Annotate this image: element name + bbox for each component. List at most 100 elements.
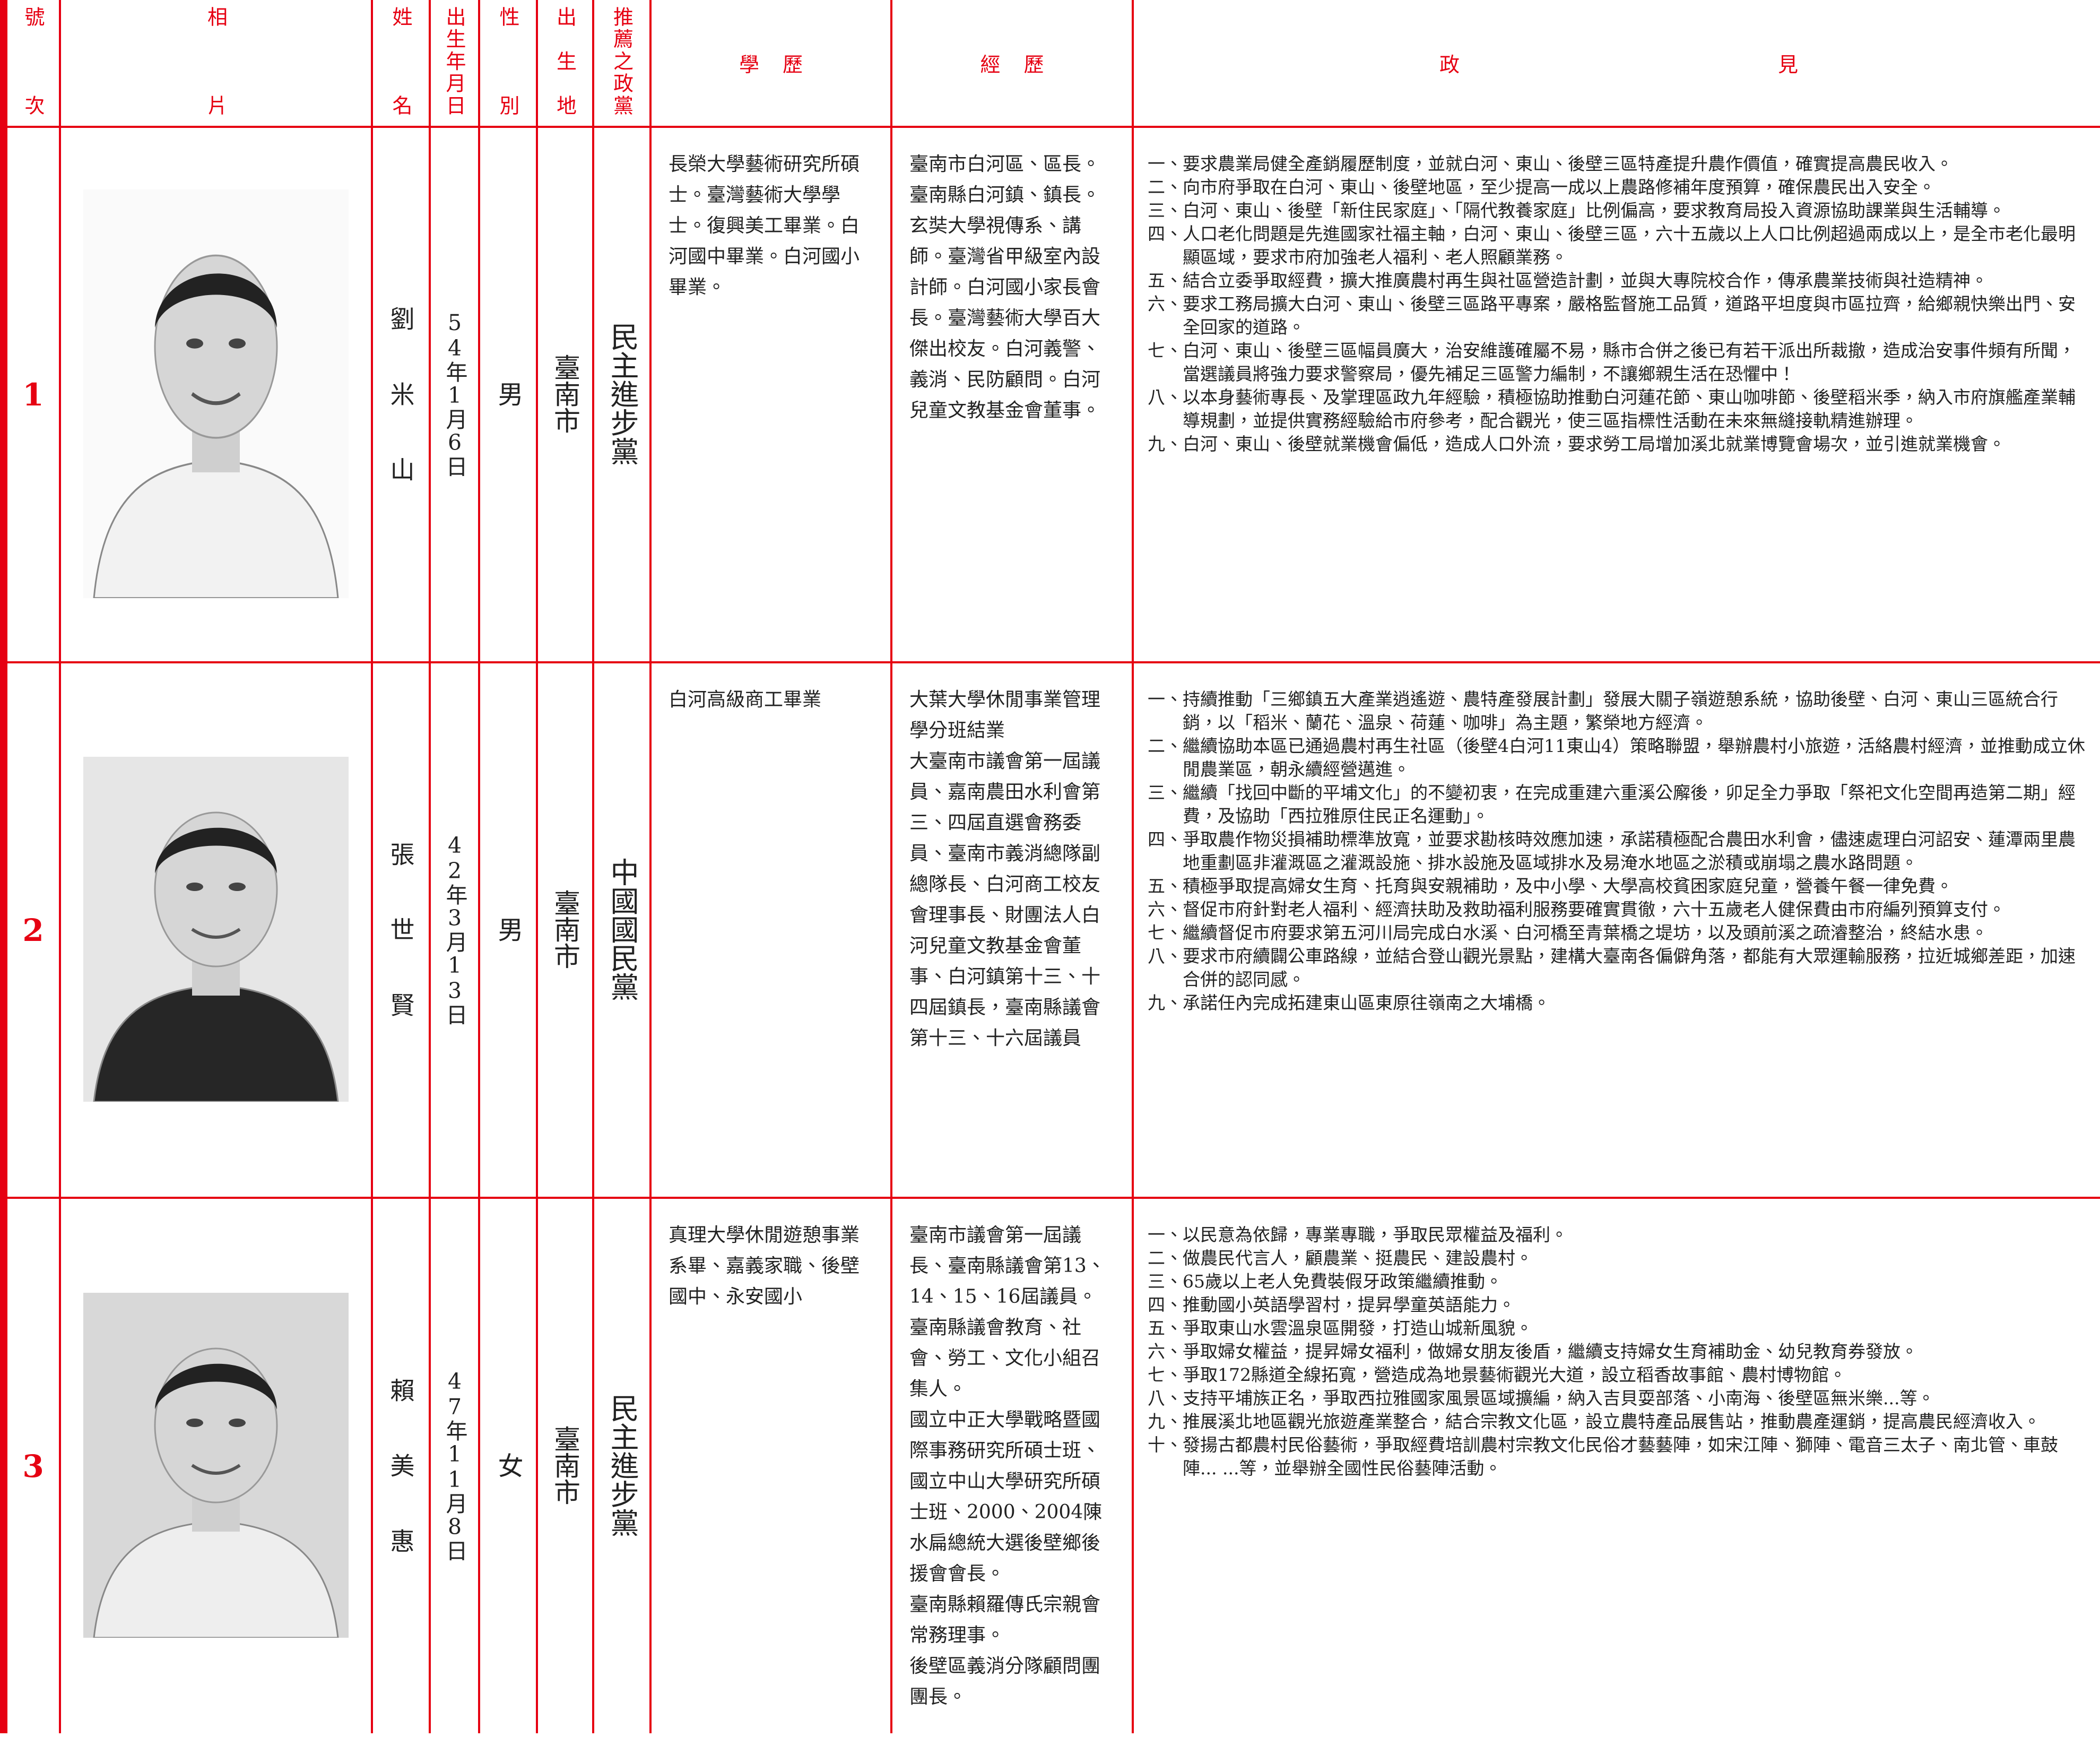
cell: 中國國民黨 (592, 661, 652, 1199)
policy-item: 五、積極爭取提高婦女生育、托育與安親補助，及中小學、大學高校貧困家庭兒童，營養午… (1148, 876, 1953, 896)
policy-item: 三、繼續「找回中斷的平埔文化」的不變初衷，在完成重建六重溪公廨後，卯足全力爭取「… (1148, 782, 2076, 826)
header-number: 號次 (21, 6, 45, 115)
cell: 大葉大學休閒事業管理學分班結業大臺南市議會第一屆議員、嘉南農田水利會第三、四屆直… (890, 661, 1134, 1199)
cell: 54年1月6日 (429, 126, 480, 663)
cell: 1 (0, 126, 61, 663)
header-cell: 政見 (1132, 0, 2100, 128)
cell: 長榮大學藝術研究所碩士。臺灣藝術大學學士。復興美工畢業。白河國中畢業。白河國小畢… (649, 126, 892, 663)
policy-item: 七、白河、東山、後壁三區幅員廣大，治安維護確屬不易，縣市合併之後已有若干派出所裁… (1148, 340, 2076, 384)
candidate-number: 1 (22, 376, 44, 413)
birthplace: 臺南市 (550, 353, 580, 434)
cell: 男 (478, 661, 538, 1199)
policy-item: 三、65歲以上老人免費裝假牙政策繼續推動。 (1148, 1271, 1503, 1292)
policy-item: 九、承諾任內完成拓建東山區東原往嶺南之大埔橋。 (1148, 992, 1550, 1013)
candidate-number: 3 (22, 1448, 44, 1484)
cell: 民主進步黨 (592, 1197, 652, 1733)
header-cell: 經歷 (890, 0, 1134, 128)
header-birth: 出生年月日 (442, 6, 466, 115)
experience-item: 大臺南市議會第一屆議員、嘉南農田水利會第三、四屆直選會務委員、臺南市義消總隊副總… (909, 750, 1101, 1049)
candidate-name: 張世賢 (386, 841, 415, 1017)
header-cell: 姓名 (371, 0, 431, 128)
policy-item: 十、發揚古都農村民俗藝術，爭取經費培訓農村宗教文化民俗才藝藝陣，如宋江陣、獅陣、… (1148, 1434, 2058, 1479)
header-cell: 出生年月日 (429, 0, 480, 128)
cell: 47年11月8日 (429, 1197, 480, 1733)
policy-item: 八、要求市府續闢公車路線，並結合登山觀光景點，建構大臺南各偏僻角落，都能有大眾運… (1148, 946, 2076, 990)
header-photo: 相片 (204, 6, 228, 115)
cell: 一、持續推動「三鄉鎮五大產業逍遙遊、農特產發展計劃」發展大關子嶺遊憩系統，協助後… (1132, 661, 2100, 1199)
policy-item: 六、爭取婦女權益，提昇婦女福利，做婦女朋友後盾，繼續支持婦女生育補助金、幼兒教育… (1148, 1341, 1918, 1362)
cell: 42年3月13日 (429, 661, 480, 1199)
gender: 男 (493, 916, 523, 942)
cell: 一、以民意為依歸，專業專職，爭取民眾權益及福利。 二、做農民代言人，顧農業、挺農民… (1132, 1197, 2100, 1733)
candidate-row: 2 張世賢 42年3月13日男 臺南市 中國國民黨 白河高級商工畢業 大葉大學休閒事業管理學… (0, 661, 2100, 1199)
cell: 臺南市 (536, 126, 594, 663)
policy-item: 二、繼續協助本區已通過農村再生社區（後壁4白河11東山4）策略聯盟，舉辦農村小旅… (1148, 736, 2085, 780)
policy-item: 九、白河、東山、後壁就業機會偏低，造成人口外流，要求勞工局增加溪北就業博覽會場次… (1148, 434, 2006, 454)
party: 中國國民黨 (605, 857, 639, 1001)
candidate-name: 賴美惠 (386, 1377, 415, 1553)
policy-item: 六、要求工務局擴大白河、東山、後壁三區路平專案，嚴格監督施工品質，道路平坦度與市… (1148, 293, 2076, 338)
cell: 3 (0, 1197, 61, 1733)
header-policy: 政見 (1439, 53, 1798, 76)
policy-item: 五、爭取東山水雲溫泉區開發，打造山城新風貌。 (1148, 1318, 1533, 1338)
policy-item: 一、要求農業局健全產銷履歷制度，並就白河、東山、後壁三區特產提升農作價值，確實提… (1148, 153, 1953, 174)
header-cell: 推薦之政黨 (592, 0, 652, 128)
gender: 女 (493, 1452, 523, 1478)
policy-item: 七、繼續督促市府要求第五河川局完成白水溪、白河橋至青葉橋之堤坊，以及頭前溪之疏濬… (1148, 922, 1988, 943)
cell: 臺南市 (536, 1197, 594, 1733)
policy-item: 四、人口老化問題是先進國家社福主軸，白河、東山、後壁三區，六十五歲以上人口比例超… (1148, 223, 2076, 267)
policy-item: 四、爭取農作物災損補助標準放寬，並要求勘核時效應加速，承諾積極配合農田水利會，儘… (1148, 829, 2076, 873)
cell: 白河高級商工畢業 (649, 661, 892, 1199)
experience-item: 大葉大學休閒事業管理學分班結業 (909, 689, 1101, 741)
policy-item: 九、推展溪北地區觀光旅遊產業整合，結合宗教文化區，設立農特產品展售站，推動農產運… (1148, 1411, 2041, 1432)
party: 民主進步黨 (605, 1393, 639, 1537)
header-cell: 學歷 (649, 0, 892, 128)
header-party: 推薦之政黨 (610, 6, 634, 115)
education-item: 白河高級商工畢業 (669, 689, 822, 711)
header-cell: 相片 (59, 0, 373, 128)
cell: 賴美惠 (371, 1197, 431, 1733)
cell: 男 (478, 126, 538, 663)
birth-date: 42年3月13日 (442, 833, 468, 1025)
experience-item: 臺南縣議會教育、社會、勞工、文化小組召集人。 (909, 1317, 1101, 1400)
policy-item: 八、以本身藝術專長、及掌理區政九年經驗，積極協助推動白河蓮花節、東山咖啡節、後壁… (1148, 387, 2076, 431)
header-gender: 性別 (496, 6, 519, 115)
photo (83, 1292, 349, 1638)
policy-item: 一、持續推動「三鄉鎮五大產業逍遙遊、農特產發展計劃」發展大關子嶺遊憩系統，協助後… (1148, 689, 2058, 733)
candidate-name: 劉米山 (386, 306, 415, 481)
policy-item: 二、做農民代言人，顧農業、挺農民、建設農村。 (1148, 1248, 1533, 1268)
education-item: 長榮大學藝術研究所碩士。臺灣藝術大學學士。復興美工畢業。白河國中畢業。白河國小畢… (669, 153, 860, 298)
birthplace: 臺南市 (550, 889, 580, 969)
header-education: 學歷 (739, 53, 803, 76)
cell (59, 661, 373, 1199)
birth-date: 47年11月8日 (442, 1369, 468, 1561)
experience-item: 臺南市議會第一屆議長、臺南縣議會第13、14、15、16屆議員。 (909, 1224, 1106, 1308)
cell: 臺南市白河區、區長。臺南縣白河鎮、鎮長。玄奘大學視傳系、講師。臺灣省甲級室內設計… (890, 126, 1134, 663)
cell (59, 1197, 373, 1733)
cell: 臺南市議會第一屆議長、臺南縣議會第13、14、15、16屆議員。 臺南縣議會教育、… (890, 1197, 1134, 1733)
candidate-row: 1 劉米山 54年1月6日男 臺南市 民主進步黨 長榮大學藝術研究所碩士。臺灣藝術大學學士… (0, 126, 2100, 663)
gender: 男 (493, 381, 523, 407)
policy-item: 五、結合立委爭取經費，擴大推廣農村再生與社區營造計劃，並與大專院校合作，傳承農業… (1148, 270, 1988, 291)
candidate-number: 2 (22, 912, 44, 948)
header-cell: 號次 (0, 0, 61, 128)
experience-item: 後壁區義消分隊顧問團團長。 (909, 1655, 1101, 1708)
header-row: 號次 相片 姓名 出生年月日 性別 出生地 推薦之政黨 學歷 經歷 政見 (0, 0, 2100, 128)
policy-item: 八、支持平埔族正名，爭取西拉雅國家風景區域擴編，納入吉貝耍部落、小南海、後壁區無… (1148, 1388, 1935, 1408)
policy-item: 二、向市府爭取在白河、東山、後壁地區，至少提高一成以上農路修補年度預算，確保農民… (1148, 177, 1936, 197)
photo (83, 756, 349, 1102)
experience-item: 臺南市白河區、區長。臺南縣白河鎮、鎮長。玄奘大學視傳系、講師。臺灣省甲級室內設計… (909, 153, 1101, 421)
header-cell: 出生地 (536, 0, 594, 128)
policy-item: 六、督促市府針對老人福利、經濟扶助及救助福利服務要確實貫徹，六十五歲老人健保費由… (1148, 899, 2006, 920)
header-experience: 經歷 (980, 53, 1044, 76)
cell: 女 (478, 1197, 538, 1733)
photo (83, 189, 349, 599)
education-item: 真理大學休閒遊憩事業系畢、嘉義家職、後壁國中、永安國小 (669, 1224, 860, 1308)
candidate-row: 3 賴美惠 47年11月8日女 臺南市 民主進步黨 真理大學休閒遊憩事業系畢、嘉義家職、後… (0, 1197, 2100, 1733)
cell: 民主進步黨 (592, 126, 652, 663)
header-cell: 性別 (478, 0, 538, 128)
